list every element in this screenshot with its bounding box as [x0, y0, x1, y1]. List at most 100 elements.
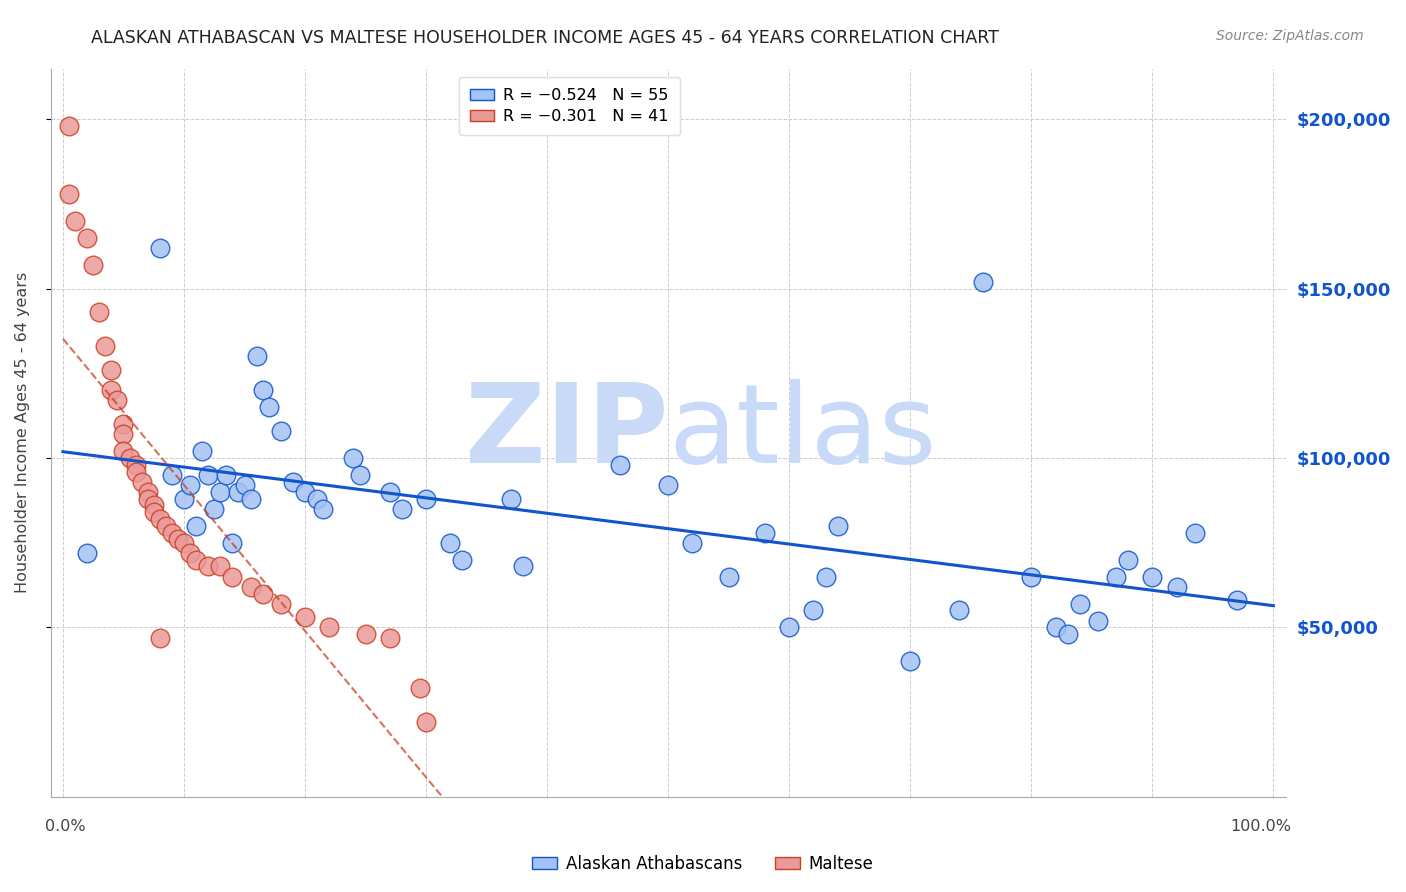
Point — [94, 339, 117, 353]
Point — [184, 552, 207, 566]
Point — [512, 559, 534, 574]
Legend: Alaskan Athabascans, Maltese: Alaskan Athabascans, Maltese — [526, 848, 880, 880]
Point — [312, 501, 335, 516]
Point — [378, 631, 401, 645]
Point — [239, 580, 262, 594]
Point — [100, 363, 122, 377]
Point — [173, 535, 195, 549]
Point — [118, 451, 141, 466]
Text: 100.0%: 100.0% — [1230, 819, 1292, 834]
Point — [209, 484, 232, 499]
Point — [184, 518, 207, 533]
Point — [112, 427, 135, 442]
Point — [89, 305, 111, 319]
Point — [803, 603, 825, 617]
Point — [415, 491, 437, 506]
Point — [391, 501, 413, 516]
Point — [76, 546, 98, 560]
Point — [252, 586, 274, 600]
Point — [409, 681, 432, 696]
Point — [609, 458, 631, 472]
Text: Source: ZipAtlas.com: Source: ZipAtlas.com — [1216, 29, 1364, 43]
Point — [160, 525, 183, 540]
Point — [681, 535, 703, 549]
Point — [124, 465, 146, 479]
Point — [657, 478, 679, 492]
Point — [1105, 569, 1128, 583]
Point — [112, 417, 135, 432]
Point — [1184, 525, 1206, 540]
Point — [76, 231, 98, 245]
Point — [215, 468, 238, 483]
Point — [307, 491, 329, 506]
Point — [131, 475, 153, 489]
Point — [209, 559, 232, 574]
Point — [270, 597, 292, 611]
Text: ALASKAN ATHABASCAN VS MALTESE HOUSEHOLDER INCOME AGES 45 - 64 YEARS CORRELATION : ALASKAN ATHABASCAN VS MALTESE HOUSEHOLDE… — [91, 29, 1000, 46]
Point — [318, 620, 340, 634]
Point — [1021, 569, 1043, 583]
Point — [1226, 593, 1249, 607]
Point — [58, 186, 80, 201]
Point — [160, 468, 183, 483]
Point — [228, 484, 250, 499]
Point — [827, 518, 849, 533]
Point — [1087, 614, 1109, 628]
Y-axis label: Householder Income Ages 45 - 64 years: Householder Income Ages 45 - 64 years — [15, 272, 30, 593]
Legend: R = −0.524   N = 55, R = −0.301   N = 41: R = −0.524 N = 55, R = −0.301 N = 41 — [458, 77, 681, 136]
Point — [439, 535, 461, 549]
Text: ZIP: ZIP — [465, 379, 668, 486]
Point — [778, 620, 800, 634]
Point — [136, 484, 159, 499]
Point — [197, 559, 219, 574]
Point — [754, 525, 776, 540]
Point — [281, 475, 304, 489]
Point — [149, 241, 172, 255]
Point — [197, 468, 219, 483]
Point — [239, 491, 262, 506]
Point — [58, 119, 80, 133]
Point — [1166, 580, 1188, 594]
Point — [415, 715, 437, 730]
Point — [972, 275, 994, 289]
Point — [149, 512, 172, 526]
Text: 0.0%: 0.0% — [45, 819, 86, 834]
Point — [63, 214, 86, 228]
Point — [814, 569, 837, 583]
Point — [948, 603, 970, 617]
Point — [294, 484, 316, 499]
Point — [191, 444, 214, 458]
Point — [179, 546, 201, 560]
Point — [179, 478, 201, 492]
Point — [252, 384, 274, 398]
Point — [246, 350, 269, 364]
Point — [173, 491, 195, 506]
Point — [342, 451, 364, 466]
Point — [82, 258, 104, 272]
Point — [167, 533, 190, 547]
Point — [202, 501, 225, 516]
Point — [112, 444, 135, 458]
Point — [221, 569, 243, 583]
Point — [294, 610, 316, 624]
Point — [221, 535, 243, 549]
Point — [1056, 627, 1078, 641]
Point — [1045, 620, 1067, 634]
Point — [378, 484, 401, 499]
Point — [136, 491, 159, 506]
Point — [155, 518, 177, 533]
Point — [142, 505, 165, 519]
Text: atlas: atlas — [668, 379, 936, 486]
Point — [1116, 552, 1139, 566]
Point — [349, 468, 371, 483]
Point — [354, 627, 377, 641]
Point — [233, 478, 256, 492]
Point — [1069, 597, 1091, 611]
Point — [898, 654, 921, 668]
Point — [149, 631, 172, 645]
Point — [270, 424, 292, 438]
Point — [100, 384, 122, 398]
Point — [257, 401, 280, 415]
Point — [142, 499, 165, 513]
Point — [717, 569, 740, 583]
